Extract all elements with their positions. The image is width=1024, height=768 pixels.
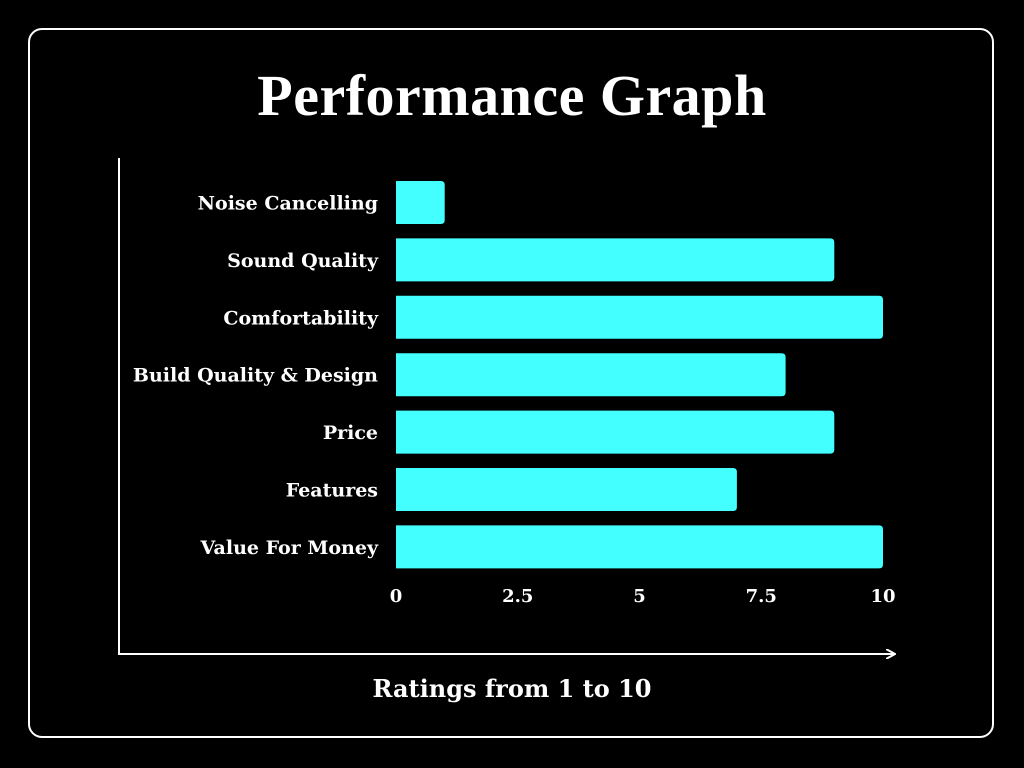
x-tick-label: 0 <box>390 586 403 607</box>
category-label: Price <box>323 422 378 444</box>
x-tick-label: 5 <box>633 586 646 607</box>
category-label: Features <box>286 480 378 502</box>
category-label: Sound Quality <box>227 250 379 272</box>
bar <box>396 410 835 454</box>
bar <box>396 238 835 282</box>
x-tick-label: 7.5 <box>746 586 777 607</box>
bar <box>396 181 445 224</box>
category-label: Build Quality & Design <box>133 365 378 387</box>
category-label: Comfortability <box>223 307 379 329</box>
x-tick-label: 2.5 <box>502 586 533 607</box>
bar <box>396 468 737 511</box>
bar <box>396 295 883 339</box>
x-tick-label: 10 <box>870 586 895 607</box>
x-axis-label: Ratings from 1 to 10 <box>372 674 652 703</box>
bar <box>396 525 883 569</box>
category-label: Value For Money <box>200 537 379 559</box>
chart-title: Performance Graph <box>257 63 767 128</box>
category-label: Noise Cancelling <box>198 193 378 215</box>
chart-frame <box>28 28 994 738</box>
bar <box>396 353 786 397</box>
